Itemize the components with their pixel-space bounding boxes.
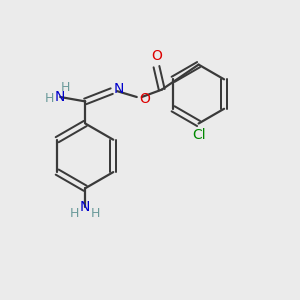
Text: Cl: Cl [192,128,206,142]
Text: N: N [80,200,90,214]
Text: H: H [70,207,80,220]
Text: H: H [91,207,100,220]
Text: O: O [139,92,150,106]
Text: H: H [61,81,70,94]
Text: O: O [151,49,162,63]
Text: N: N [114,82,124,96]
Text: N: N [55,90,65,104]
Text: H: H [45,92,55,105]
